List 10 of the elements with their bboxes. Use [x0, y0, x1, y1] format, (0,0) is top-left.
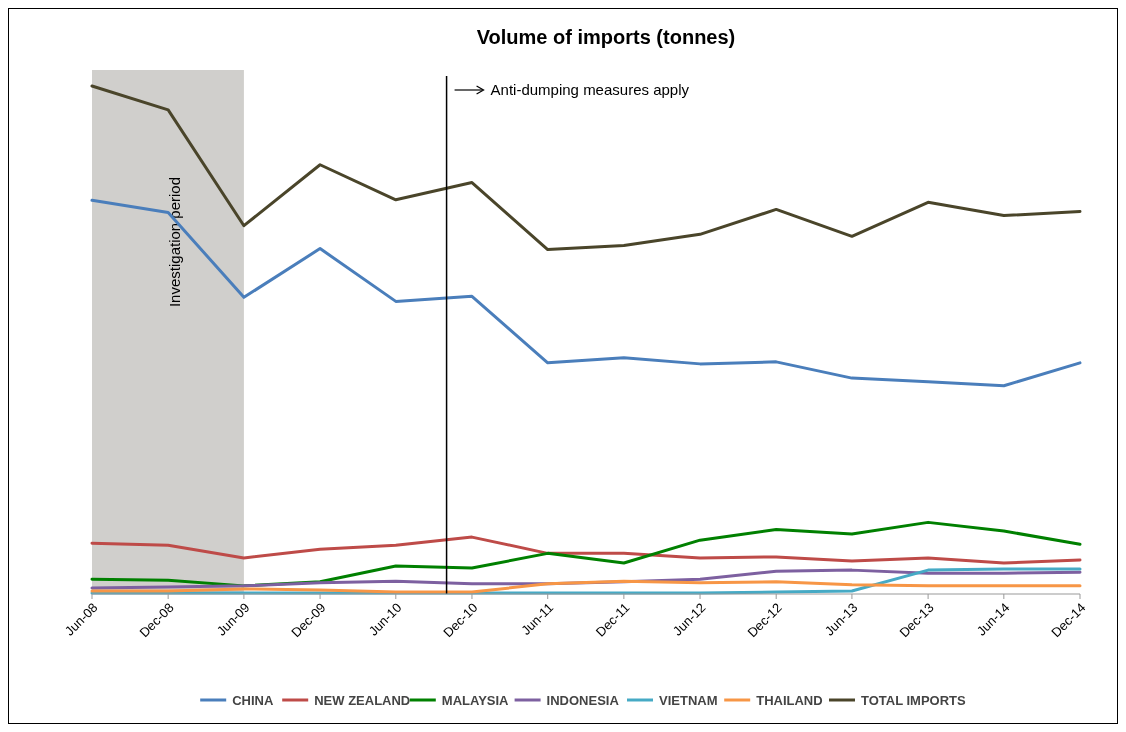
legend-label: INDONESIA: [546, 693, 620, 708]
legend-label: CHINA: [232, 693, 274, 708]
legend-label: TOTAL IMPORTS: [861, 693, 967, 708]
legend-label: MALAYSIA: [441, 693, 510, 708]
band-label: Investigation period: [166, 176, 183, 308]
legend-label: THAILAND: [756, 693, 823, 708]
chart-title: Volume of imports (tonnes): [476, 26, 736, 48]
ref-line-label: Anti-dumping measures apply: [490, 81, 690, 98]
legend-label: VIETNAM: [659, 693, 718, 708]
legend-label: NEW ZEALAND: [314, 693, 411, 708]
